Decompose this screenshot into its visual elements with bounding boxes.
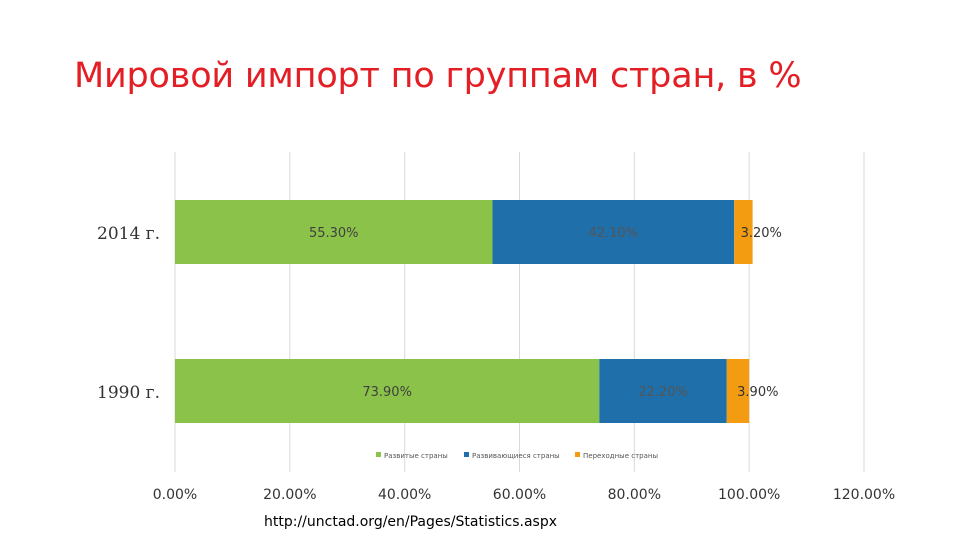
bar-segment bbox=[492, 200, 735, 264]
bar-segment bbox=[175, 200, 493, 264]
source-link[interactable]: http://unctad.org/en/Pages/Statistics.as… bbox=[264, 514, 558, 530]
category-label: 2014 г. bbox=[97, 224, 160, 244]
x-tick-label: 40.00% bbox=[378, 487, 431, 503]
data-label: 22.20% bbox=[638, 385, 688, 400]
legend-swatch bbox=[464, 452, 469, 457]
x-tick-label: 80.00% bbox=[608, 487, 661, 503]
x-tick-label: 60.00% bbox=[493, 487, 546, 503]
legend-swatch bbox=[376, 452, 381, 457]
bar-segment bbox=[599, 359, 727, 423]
data-label: 55.30% bbox=[309, 226, 359, 241]
x-tick-label: 20.00% bbox=[263, 487, 316, 503]
legend-label: Развитые страны bbox=[384, 452, 448, 460]
legend: Развитые страны Развивающиеся страны Перех… bbox=[376, 452, 658, 460]
x-tick-label: 0.00% bbox=[153, 487, 197, 503]
data-label: 3.20% bbox=[741, 226, 782, 241]
category-labels: 2014 г. 1990 г. bbox=[97, 224, 160, 403]
slide-title: Мировой импорт по группам стран, в % bbox=[74, 56, 802, 96]
data-label: 42.10% bbox=[589, 226, 639, 241]
x-tick-label: 100.00% bbox=[718, 487, 780, 503]
category-label: 1990 г. bbox=[97, 383, 160, 403]
x-axis-ticks: 0.00% 20.00% 40.00% 60.00% 80.00% 100.00% 120.… bbox=[153, 487, 895, 503]
x-tick-label: 120.00% bbox=[833, 487, 895, 503]
data-labels: 55.30% 42.10% 3.20% 73.90% 22.20% 3.90% bbox=[309, 226, 782, 400]
bar-series bbox=[175, 200, 753, 423]
legend-label: Переходные страны bbox=[583, 452, 658, 460]
legend-swatch bbox=[575, 452, 580, 457]
data-label: 73.90% bbox=[362, 385, 412, 400]
data-label: 3.90% bbox=[737, 385, 778, 400]
bar-segment bbox=[734, 200, 753, 264]
bar-segment bbox=[175, 359, 600, 423]
legend-label: Развивающиеся страны bbox=[472, 452, 560, 460]
bar-segment bbox=[726, 359, 750, 423]
